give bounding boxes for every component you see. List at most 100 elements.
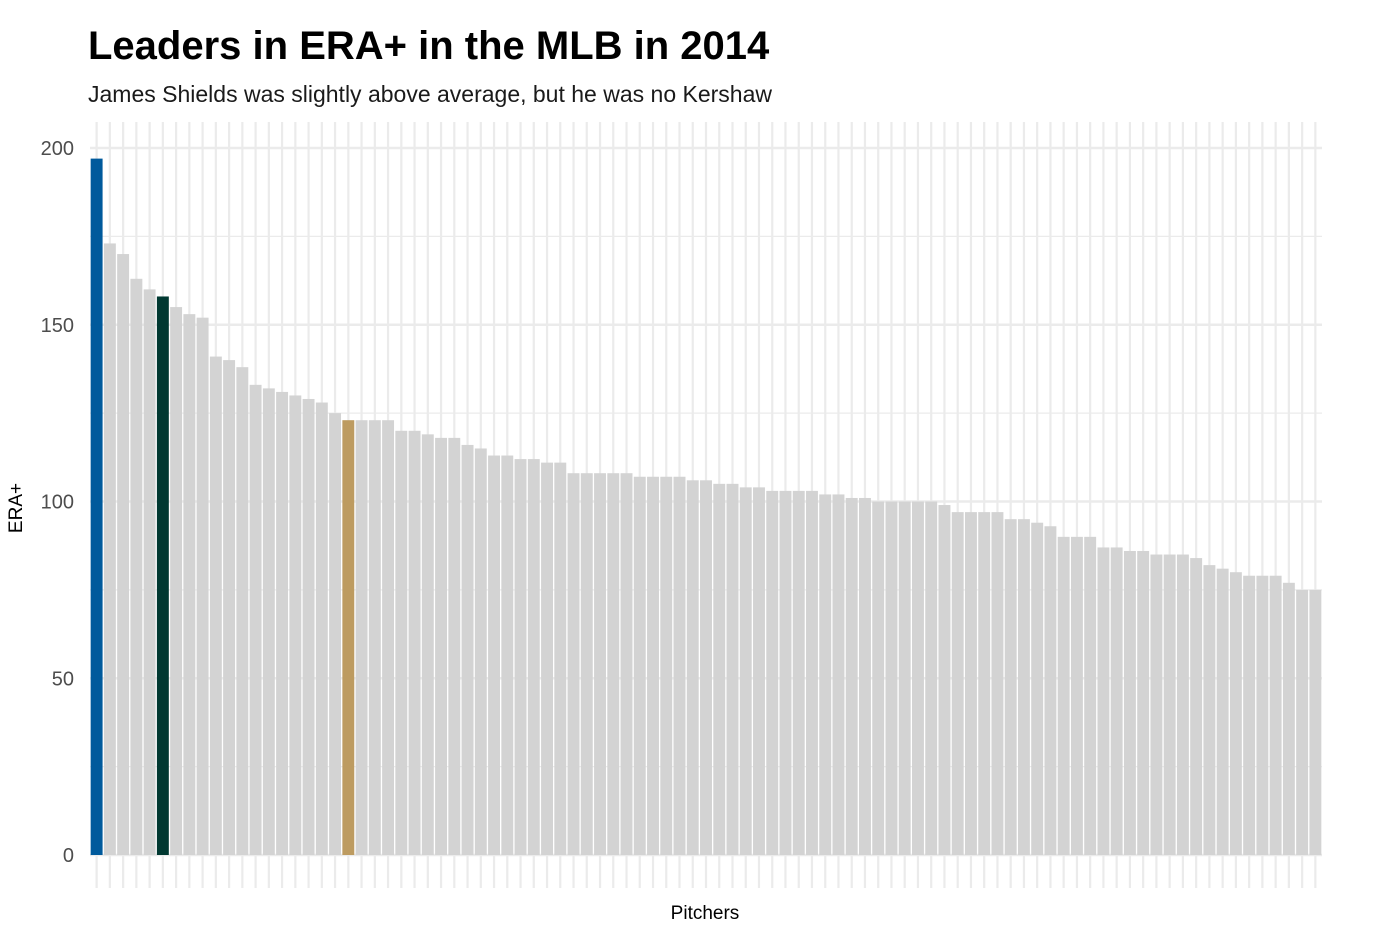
bar — [1137, 550, 1150, 855]
bar — [435, 437, 448, 855]
bar — [1190, 558, 1203, 855]
bar — [130, 278, 143, 855]
bar — [859, 497, 871, 855]
bar — [1017, 519, 1030, 855]
bar — [514, 459, 527, 855]
bar — [236, 367, 249, 855]
bar — [1296, 589, 1309, 855]
bar — [408, 430, 421, 855]
bar — [329, 413, 342, 855]
bar — [753, 487, 765, 855]
bar — [925, 501, 938, 855]
bar — [1004, 519, 1017, 855]
bar — [686, 480, 699, 855]
bar — [302, 398, 315, 855]
bar — [90, 158, 103, 856]
bar — [223, 360, 236, 855]
bar — [368, 420, 381, 855]
bar — [1070, 536, 1083, 855]
bar — [647, 476, 659, 855]
bar — [342, 420, 355, 855]
bar — [276, 391, 289, 855]
bar — [872, 501, 885, 855]
bar — [1150, 554, 1163, 855]
bar — [1084, 536, 1097, 855]
bar — [938, 505, 951, 855]
bar — [461, 444, 474, 855]
bar — [739, 487, 752, 855]
bar — [633, 476, 646, 855]
bar — [766, 490, 779, 855]
bar — [898, 501, 911, 855]
bar — [421, 434, 434, 855]
bar — [792, 490, 805, 855]
y-tick-label: 50 — [52, 668, 74, 690]
bar — [249, 384, 262, 855]
bar — [1256, 575, 1269, 855]
bar — [779, 490, 792, 855]
bar — [262, 388, 275, 855]
bars — [90, 158, 1322, 856]
bar — [1282, 582, 1295, 855]
bar — [951, 512, 964, 855]
bar — [580, 473, 593, 855]
bar — [1269, 575, 1282, 855]
bar — [170, 307, 183, 855]
bar — [673, 476, 686, 855]
y-tick-label: 0 — [63, 845, 74, 867]
bar — [660, 476, 673, 855]
bar — [964, 512, 977, 855]
bar — [315, 402, 328, 855]
bar — [819, 494, 832, 855]
bar — [1123, 550, 1136, 855]
bar — [1309, 589, 1322, 855]
bar — [143, 289, 156, 855]
bar — [183, 314, 196, 855]
bar — [1203, 565, 1216, 855]
bar — [885, 501, 898, 855]
bar — [1243, 575, 1256, 855]
bar — [911, 501, 924, 855]
bar — [156, 296, 169, 856]
chart-title: Leaders in ERA+ in the MLB in 2014 — [88, 24, 770, 68]
x-axis-title: Pitchers — [671, 903, 740, 924]
bar — [700, 480, 712, 855]
chart-subtitle: James Shields was slightly above average… — [88, 81, 772, 107]
bar — [1163, 554, 1176, 855]
y-axis-title: ERA+ — [6, 483, 27, 533]
y-tick-label: 200 — [41, 138, 74, 160]
bar — [567, 473, 580, 855]
bar — [196, 317, 209, 855]
y-tick-label: 150 — [41, 315, 74, 337]
bar — [832, 494, 845, 855]
bar — [806, 490, 818, 855]
bar — [1176, 554, 1189, 855]
bar — [620, 473, 633, 855]
bar — [474, 448, 487, 855]
y-tick-label: 100 — [41, 492, 74, 514]
bar — [501, 455, 514, 855]
bar — [594, 473, 606, 855]
bar — [1097, 547, 1110, 855]
bar — [1110, 547, 1123, 855]
bar — [1057, 536, 1070, 855]
bar — [289, 395, 302, 855]
bar — [488, 455, 501, 855]
bar — [448, 437, 461, 855]
bar — [978, 512, 991, 855]
bar — [726, 483, 739, 855]
bar — [607, 473, 620, 855]
bar — [713, 483, 726, 855]
bar — [991, 512, 1004, 855]
bar — [554, 462, 567, 855]
bar — [845, 497, 858, 855]
bar — [355, 420, 368, 855]
bar — [117, 254, 130, 856]
bar — [1044, 526, 1057, 855]
bar — [1229, 572, 1242, 855]
bar — [395, 430, 408, 855]
bar — [541, 462, 553, 855]
bar — [209, 356, 222, 855]
bar — [1031, 522, 1044, 855]
